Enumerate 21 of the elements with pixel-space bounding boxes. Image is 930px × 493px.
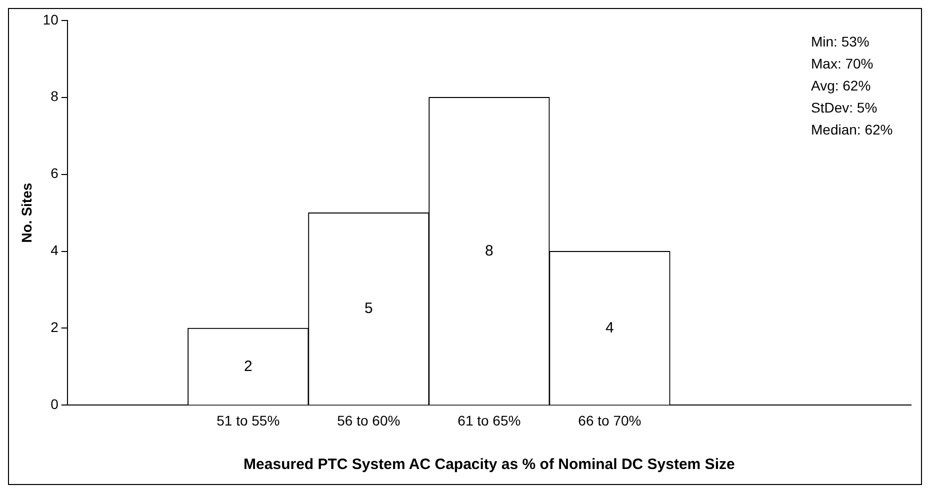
- data-label: 5: [364, 300, 373, 318]
- x-tick-label: 51 to 55%: [216, 412, 280, 428]
- annotation: Max: 70%: [811, 55, 874, 72]
- annotation: Median: 62%: [811, 121, 893, 138]
- y-tick-label: 2: [50, 319, 59, 336]
- annotation: StDev: 5%: [811, 99, 878, 116]
- annotation: Min: 53%: [811, 33, 870, 50]
- y-tick-label: 8: [50, 88, 59, 104]
- data-label: 2: [244, 358, 252, 375]
- y-axis-title: No. Sites: [18, 182, 34, 243]
- y-tick-label: 10: [42, 11, 59, 28]
- y-tick-label: 0: [50, 396, 59, 412]
- x-tick-label: 56 to 60%: [337, 412, 400, 428]
- y-tick-label: 4: [50, 242, 59, 258]
- data-label: 8: [485, 242, 494, 260]
- annotation: Avg: 62%: [811, 77, 871, 94]
- x-tick-label: 61 to 65%: [458, 412, 521, 428]
- x-axis-title: Measured PTC System AC Capacity as % of Nominal DC System Size: [244, 456, 735, 474]
- x-tick-label: 66 to 70%: [578, 412, 642, 428]
- y-tick-label: 6: [50, 165, 59, 182]
- data-label: 4: [606, 319, 614, 336]
